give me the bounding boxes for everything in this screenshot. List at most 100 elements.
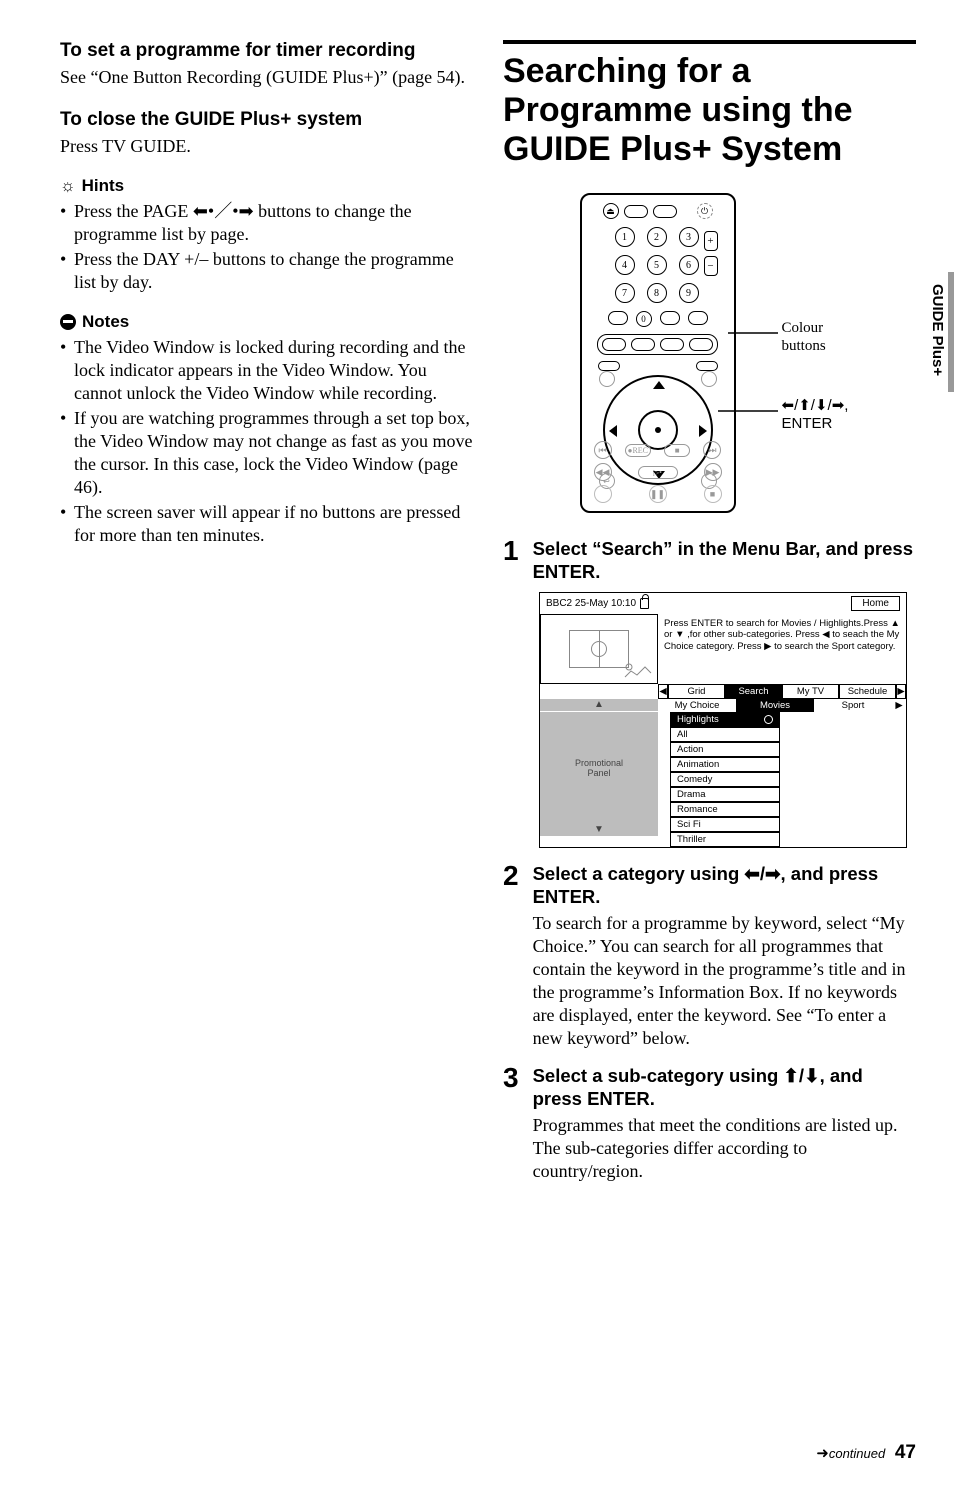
stop-key: ■ bbox=[664, 444, 690, 457]
ms-home: Home bbox=[851, 596, 900, 611]
lock-icon bbox=[640, 598, 649, 609]
continued-label: continued bbox=[829, 1446, 885, 1461]
num-key: 6 bbox=[679, 255, 699, 275]
play-key: ▷• bbox=[638, 466, 678, 479]
num-key: 9 bbox=[679, 283, 699, 303]
minus-key: − bbox=[704, 256, 718, 276]
colour-buttons bbox=[597, 334, 718, 355]
power-key: ⏻ bbox=[697, 203, 713, 219]
rec-key: ●REC bbox=[625, 444, 651, 457]
step-title: Select a sub-category using ⬆/⬇, and pre… bbox=[533, 1064, 916, 1110]
colour-key bbox=[689, 338, 713, 351]
ms-video-window bbox=[540, 614, 658, 684]
key bbox=[696, 361, 718, 371]
key bbox=[594, 485, 612, 503]
ms-tab-selected: Search bbox=[725, 684, 782, 699]
notes-list: The Video Window is locked during record… bbox=[60, 336, 473, 547]
plus-key: + bbox=[704, 231, 718, 251]
key bbox=[598, 361, 620, 371]
notes-label: Notes bbox=[82, 312, 129, 332]
callout-colour: Colour buttons bbox=[782, 319, 860, 355]
ms-list-item: Drama bbox=[670, 787, 780, 802]
key bbox=[688, 311, 708, 325]
ms-list-item: Action bbox=[670, 742, 780, 757]
stop2-key: ■ bbox=[704, 485, 722, 503]
step-body: To search for a programme by keyword, se… bbox=[533, 912, 916, 1050]
ms-list-item: Animation bbox=[670, 757, 780, 772]
note-item: The screen saver will appear if no butto… bbox=[60, 501, 473, 547]
num-key: 3 bbox=[679, 227, 699, 247]
step-number: 2 bbox=[503, 862, 519, 1050]
lightbulb-icon: ☼ bbox=[60, 176, 76, 196]
para-timer: See “One Button Recording (GUIDE Plus+)”… bbox=[60, 66, 473, 89]
ms-list-item: Sci Fi bbox=[670, 817, 780, 832]
notes-icon bbox=[60, 314, 76, 330]
num-key: 5 bbox=[647, 255, 667, 275]
rew-key: ◀◀ bbox=[594, 463, 612, 481]
num-key: 1 bbox=[615, 227, 635, 247]
step: 1 Select “Search” in the Menu Bar, and p… bbox=[503, 537, 916, 583]
note-item: If you are watching programmes through a… bbox=[60, 407, 473, 499]
continued-arrow-icon: ➜ bbox=[816, 1445, 829, 1462]
ms-arrow-up: ▲ bbox=[540, 699, 658, 711]
hints-list: Press the PAGE ⬅•／•➡ buttons to change t… bbox=[60, 200, 473, 294]
ms-list-item: Thriller bbox=[670, 832, 780, 847]
note-item: The Video Window is locked during record… bbox=[60, 336, 473, 405]
heading-timer: To set a programme for timer recording bbox=[60, 40, 473, 62]
para-close: Press TV GUIDE. bbox=[60, 135, 473, 158]
ms-subtab-arrow: ▶ bbox=[892, 699, 906, 712]
num-key: 0 bbox=[636, 311, 652, 327]
step-number: 1 bbox=[503, 537, 519, 583]
ms-tab: My TV bbox=[782, 684, 839, 699]
step: 3 Select a sub-category using ⬆/⬇, and p… bbox=[503, 1064, 916, 1183]
step-body: Programmes that meet the conditions are … bbox=[533, 1114, 916, 1183]
hint-item: Press the DAY +/– buttons to change the … bbox=[60, 248, 473, 294]
ms-list-item: Romance bbox=[670, 802, 780, 817]
step-number: 3 bbox=[503, 1064, 519, 1183]
colour-key bbox=[660, 338, 684, 351]
ms-subtab-selected: Movies bbox=[736, 699, 814, 712]
step-title: Select “Search” in the Menu Bar, and pre… bbox=[533, 537, 916, 583]
section-title: Searching for a Programme using the GUID… bbox=[503, 52, 916, 169]
ms-channel-time: BBC2 25-May 10:10 bbox=[546, 598, 636, 609]
num-key: 7 bbox=[615, 283, 635, 303]
corner-key bbox=[599, 371, 615, 387]
side-tab-label: GUIDE Plus+ bbox=[929, 284, 946, 376]
hint-item: Press the PAGE ⬅•／•➡ buttons to change t… bbox=[60, 200, 473, 246]
step: 2 Select a category using ⬅/➡, and press… bbox=[503, 862, 916, 1050]
page-number: 47 bbox=[895, 1442, 916, 1463]
heading-close: To close the GUIDE Plus+ system bbox=[60, 109, 473, 131]
key bbox=[653, 205, 677, 218]
num-key: 2 bbox=[647, 227, 667, 247]
ff-key: ▶▶ bbox=[704, 463, 722, 481]
ms-tab: Grid bbox=[668, 684, 725, 699]
num-key: 4 bbox=[615, 255, 635, 275]
menu-screenshot: BBC2 25-May 10:10 Home Press ENTER to se… bbox=[539, 592, 907, 848]
ms-arrow-down: ▼ bbox=[540, 824, 658, 836]
ms-tab: Schedule bbox=[839, 684, 896, 699]
ms-list-item: All bbox=[670, 727, 780, 742]
plus-minus: + − bbox=[704, 231, 718, 276]
corner-key bbox=[701, 371, 717, 387]
num-key: 8 bbox=[647, 283, 667, 303]
ms-promo-panel: Promotional Panel bbox=[540, 712, 658, 824]
callout-dpad: ⬅/⬆/⬇/➡, ENTER bbox=[782, 397, 860, 433]
key bbox=[660, 311, 680, 325]
eject-key: ⏏ bbox=[603, 203, 619, 219]
prev-key: ⏮ bbox=[594, 441, 612, 459]
ms-description: Press ENTER to search for Movies / Highl… bbox=[658, 614, 906, 684]
colour-key bbox=[631, 338, 655, 351]
ms-list-highlight: Highlights bbox=[670, 712, 780, 727]
hints-header: ☼ Hints bbox=[60, 176, 473, 196]
ms-list-item: Comedy bbox=[670, 772, 780, 787]
step-title: Select a category using ⬅/➡, and press E… bbox=[533, 862, 916, 908]
ms-subtab: Sport bbox=[814, 699, 892, 712]
section-rule bbox=[503, 40, 916, 44]
key bbox=[608, 311, 628, 325]
ms-tab-arrow-right: ▶ bbox=[896, 684, 906, 699]
next-key: ⏭ bbox=[703, 441, 721, 459]
ms-category-list: Highlights All Action Animation Comedy D… bbox=[670, 712, 780, 847]
side-tab-bar bbox=[948, 272, 954, 392]
remote-diagram: ⏏ ⏻ 1 2 3 4 5 6 7 8 9 bbox=[560, 193, 860, 523]
colour-key bbox=[602, 338, 626, 351]
